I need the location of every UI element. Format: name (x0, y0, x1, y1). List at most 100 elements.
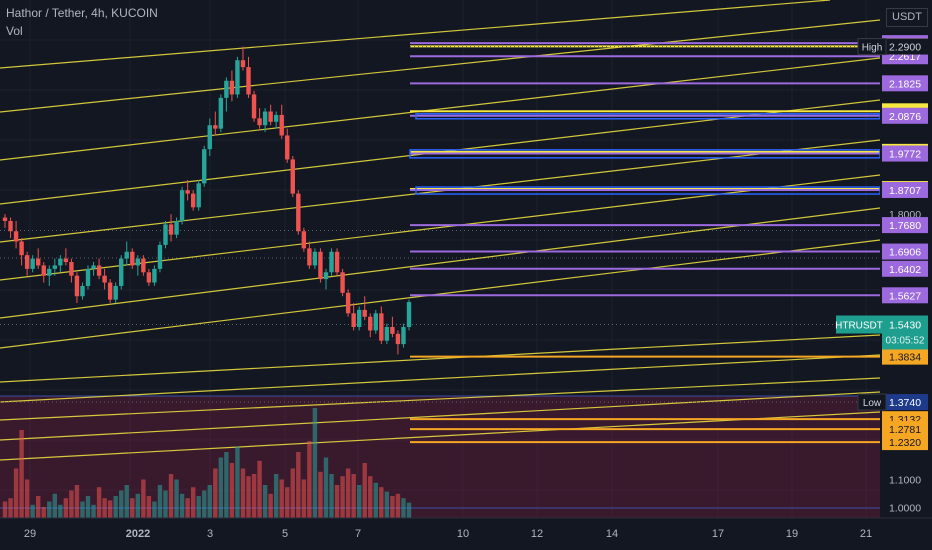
candle-body (285, 135, 290, 160)
time-tick-label: 5 (282, 528, 288, 540)
volume-bar (190, 487, 196, 518)
price-level-label-bg (882, 217, 928, 234)
trendline (0, 354, 881, 403)
high-tag-bg (857, 38, 887, 56)
time-axis-bg (0, 518, 932, 550)
volume-bar (8, 498, 13, 518)
candle-body (52, 265, 58, 269)
volume-bar (163, 490, 168, 518)
volume-bar (290, 468, 295, 518)
candle-body (240, 60, 246, 68)
chart-grid (0, 0, 880, 518)
volume-bar (279, 479, 284, 518)
volume-bar (340, 476, 345, 518)
candle-body (257, 118, 262, 126)
candle-body (163, 224, 168, 245)
price-level-label-bg (882, 260, 928, 277)
current-price-label: 1.5430 (889, 320, 921, 332)
volume-bar (368, 476, 373, 518)
candle-body (229, 80, 235, 95)
candle-body (379, 313, 384, 341)
candle-body (395, 333, 401, 345)
candle-body (202, 149, 207, 184)
time-axis[interactable]: 29 2022 3 5 7 10 12 14 17 19 21 (0, 517, 932, 550)
volume-bar (146, 496, 152, 518)
volume-bar (107, 500, 113, 518)
volume-bar (119, 490, 124, 518)
volume-bar (356, 485, 362, 518)
candle-countdown: 03:05:52 (886, 336, 925, 347)
volume-bar (174, 479, 179, 518)
volume-bar (323, 457, 329, 518)
candle-body (307, 248, 312, 266)
candle-body (218, 97, 224, 129)
trendline (0, 377, 881, 421)
trendline (0, 391, 881, 441)
candle-body (113, 285, 118, 300)
candle-body (41, 265, 46, 276)
candle-body (69, 262, 74, 276)
volume-bar (157, 485, 163, 518)
volume-bar (24, 479, 30, 518)
volume-bar (224, 452, 229, 518)
volume-bar (63, 498, 69, 518)
volume-bar (345, 468, 351, 518)
candle-body (406, 302, 412, 328)
trendline (0, 174, 881, 281)
price-axis[interactable]: 1.80001.10001.00002.30002.29042.26172.18… (835, 0, 932, 518)
volume-bar (36, 496, 41, 518)
low-price-label-bg (882, 394, 928, 411)
candle-body (213, 125, 218, 129)
candle-body (251, 94, 257, 119)
volume-bar (124, 485, 129, 518)
volume-bar (58, 504, 63, 518)
price-level-label-bg (882, 145, 928, 162)
symbol-tag: HTRUSDT (835, 321, 883, 332)
candle-body (30, 258, 35, 269)
volume-bar (91, 504, 96, 518)
candle-body (185, 190, 190, 194)
volume-bar (213, 468, 218, 518)
currency-button[interactable]: USDT (886, 8, 928, 27)
candle-body (24, 255, 30, 269)
volume-indicator-label[interactable]: Vol (6, 24, 23, 38)
candle-body (384, 327, 390, 341)
volume-bar (47, 501, 52, 518)
candle-body (179, 190, 185, 221)
price-level-label: 1.6906 (889, 247, 921, 259)
volume-bar (96, 487, 102, 518)
volume-bar (30, 504, 35, 518)
trendline (0, 207, 881, 319)
volume-bar (395, 493, 401, 518)
candle-body (290, 159, 295, 194)
volume-bar (273, 474, 279, 518)
volume-bar (141, 479, 146, 518)
volume-bar (2, 501, 8, 518)
candle-body (351, 313, 356, 328)
candle-body (174, 220, 179, 235)
candle-body (63, 258, 69, 263)
volume-bar (318, 471, 323, 518)
candle-body (8, 220, 13, 232)
volume-bar (235, 446, 240, 518)
price-level-label-bg (882, 75, 928, 92)
candle-body (273, 114, 279, 122)
trendline (0, 334, 881, 383)
low-tag-bg (857, 393, 887, 411)
candle-body (19, 241, 24, 256)
price-level-label: 1.2781 (889, 424, 921, 436)
candle-body (196, 183, 201, 208)
volume-bar (390, 496, 395, 518)
candle-body (390, 327, 395, 334)
high-tag: High (862, 43, 883, 54)
volume-bar (307, 441, 312, 518)
candle-body (102, 275, 107, 283)
candle-body (13, 231, 19, 242)
candle-body (36, 258, 41, 266)
price-level-label-bg (882, 107, 928, 124)
volume-bar (401, 498, 406, 518)
price-tick-label: 1.1000 (889, 474, 921, 486)
candle-body (368, 316, 373, 331)
candle-body (80, 285, 85, 297)
